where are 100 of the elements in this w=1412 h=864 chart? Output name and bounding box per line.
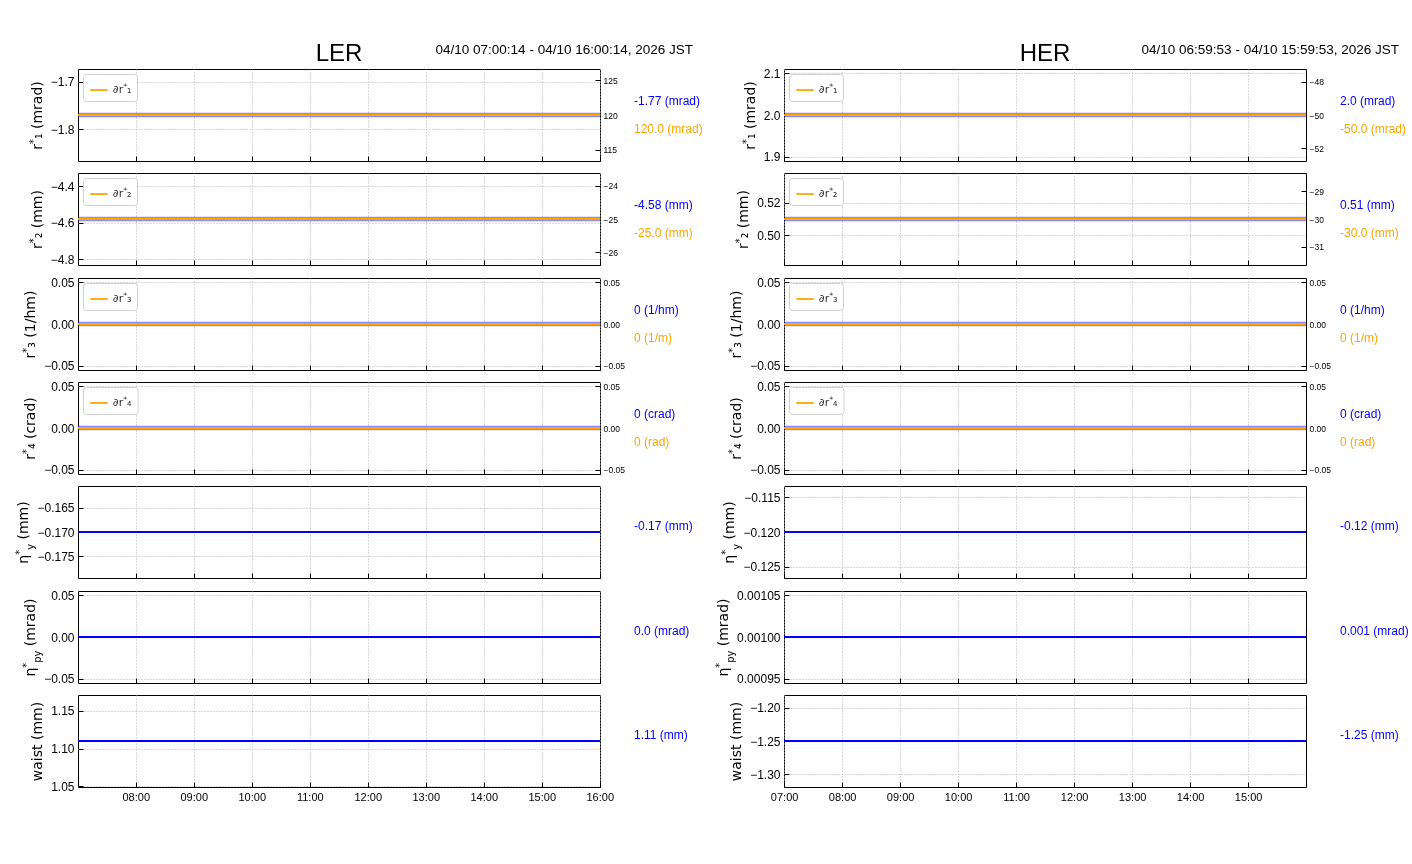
y-tick-label: 0.00 <box>51 421 75 436</box>
x-tick-label: 08:00 <box>122 790 151 803</box>
y-tick-label: −0.125 <box>743 560 781 575</box>
y2-tick-label: −0.05 <box>1309 360 1332 371</box>
y2-tick-label: −0.05 <box>603 465 626 476</box>
x-tick-label: 16:00 <box>586 790 615 803</box>
legend-label: ∂r$^{*}$₄ <box>113 394 133 409</box>
x-tick-label: 10:00 <box>944 790 973 803</box>
y2-tick-label: 115 <box>603 145 618 156</box>
text: 0 (1/m) <box>634 330 673 345</box>
chart-title: HER <box>1019 39 1071 66</box>
y-tick-label: 0.05 <box>51 379 75 394</box>
legend-label: ∂r$^{*}$₃ <box>819 290 838 305</box>
y-tick-label: −4.8 <box>50 252 75 267</box>
text: 2.0 (mrad) <box>1340 94 1396 109</box>
y-tick-label: 0.05 <box>51 588 75 603</box>
y-tick-label: −0.120 <box>743 525 781 540</box>
y2-tick-label: −48 <box>1309 77 1325 88</box>
text: -50.0 (mrad) <box>1340 121 1407 136</box>
y-tick-label: −0.05 <box>44 463 75 478</box>
text: -1.25 (mm) <box>1340 727 1399 742</box>
chart-subtitle: 04/10 07:00:14 - 04/10 16:00:14, 2026 JST <box>435 42 693 57</box>
x-tick-label: 14:00 <box>1176 790 1205 803</box>
x-tick-label: 12:00 <box>354 790 383 803</box>
y-tick-label: 0.00 <box>51 630 75 644</box>
y2-tick-label: −50 <box>1309 110 1325 121</box>
x-tick-label: 12:00 <box>1060 790 1089 803</box>
x-tick-label: 07:00 <box>770 790 799 803</box>
x-tick-label: 14:00 <box>470 790 499 803</box>
y-tick-label: 0.05 <box>757 379 781 394</box>
x-tick-label: 13:00 <box>1118 790 1147 803</box>
y2-tick-label: −29 <box>1309 186 1325 197</box>
y-tick-label: 1.9 <box>763 150 781 165</box>
text: -25.0 (mm) <box>634 226 693 241</box>
y2-tick-label: −0.05 <box>603 360 626 371</box>
y2-tick-label: −30 <box>1309 214 1325 225</box>
text: 0.0 (mrad) <box>634 623 690 638</box>
x-tick-label: 13:00 <box>412 790 441 803</box>
chart-subtitle: 04/10 06:59:53 - 04/10 15:59:53, 2026 JST <box>1141 42 1399 57</box>
text: 1.11 (mm) <box>634 727 688 742</box>
x-tick-label: 11:00 <box>1003 790 1030 803</box>
y-tick-label: −0.175 <box>37 550 75 565</box>
text: -4.58 (mm) <box>634 198 693 213</box>
y-tick-label: −0.05 <box>44 358 75 373</box>
y2-tick-label: 120 <box>603 110 618 121</box>
y-tick-label: 0.00 <box>757 317 781 332</box>
y-tick-label: 0.52 <box>757 196 781 211</box>
y2-tick-label: 0.00 <box>603 423 621 434</box>
x-tick-label: 10:00 <box>238 790 267 803</box>
x-tick-label: 15:00 <box>528 790 557 803</box>
y2-tick-label: 0.00 <box>1309 319 1327 330</box>
y-tick-label: −0.05 <box>750 358 781 373</box>
y-tick-label: 0.00095 <box>737 671 781 686</box>
y2-tick-label: 0.00 <box>603 319 621 330</box>
y2-tick-label: 0.05 <box>603 277 621 288</box>
y-tick-label: 1.05 <box>51 779 75 794</box>
text: 0 (rad) <box>634 434 670 449</box>
y-tick-label: 0.05 <box>51 275 75 290</box>
text: 0 (1/hm) <box>1340 302 1385 317</box>
text: 0 (1/m) <box>1340 330 1379 345</box>
legend-label: ∂r$^{*}$₂ <box>819 185 838 201</box>
y2-tick-label: −26 <box>603 248 619 259</box>
y2-tick-label: −31 <box>1309 242 1325 253</box>
text: 0 (rad) <box>1340 434 1376 449</box>
x-tick-label: 15:00 <box>1234 790 1263 803</box>
y-tick-label: 1.15 <box>51 704 75 719</box>
y2-tick-label: −25 <box>603 214 619 225</box>
x-tick-label: 09:00 <box>886 790 915 803</box>
y2-tick-label: 0.05 <box>1309 381 1327 392</box>
y-tick-label: 0.00105 <box>737 588 781 603</box>
x-tick-label: 09:00 <box>180 790 209 803</box>
y-tick-label: −4.4 <box>50 179 75 194</box>
y2-tick-label: 0.00 <box>1309 423 1327 434</box>
text: -30.0 (mm) <box>1340 226 1399 241</box>
y-tick-label: −0.170 <box>37 525 75 540</box>
y-axis-title: waist (mm) <box>29 701 46 781</box>
y-tick-label: 0.05 <box>757 275 781 290</box>
y-tick-label: 0.50 <box>757 229 781 244</box>
legend-label: ∂r$^{*}$₄ <box>819 394 839 409</box>
text: -0.17 (mm) <box>634 518 693 533</box>
x-tick-label: 08:00 <box>828 790 857 803</box>
y-tick-label: −1.8 <box>50 122 75 137</box>
y-tick-label: −1.7 <box>50 75 75 90</box>
legend-label: ∂r$^{*}$₃ <box>113 290 132 305</box>
y-tick-label: −1.20 <box>750 700 781 715</box>
text: 0 (crad) <box>634 407 676 422</box>
y-tick-label: −1.25 <box>750 734 781 749</box>
y2-tick-label: −0.05 <box>1309 465 1332 476</box>
y-tick-label: 2.1 <box>763 66 781 81</box>
y2-tick-label: −52 <box>1309 143 1325 154</box>
text: 120.0 (mrad) <box>634 121 703 136</box>
y-tick-label: 0.00 <box>757 421 781 436</box>
y-tick-label: −0.115 <box>744 490 781 505</box>
y2-tick-label: 0.05 <box>1309 277 1327 288</box>
text: 0.51 (mm) <box>1340 198 1395 213</box>
y2-tick-label: 125 <box>603 75 618 86</box>
text: -0.12 (mm) <box>1340 518 1399 533</box>
y-axis-title: waist (mm) <box>728 701 745 781</box>
text: 0 (1/hm) <box>634 302 679 317</box>
y-tick-label: −0.05 <box>44 671 75 686</box>
